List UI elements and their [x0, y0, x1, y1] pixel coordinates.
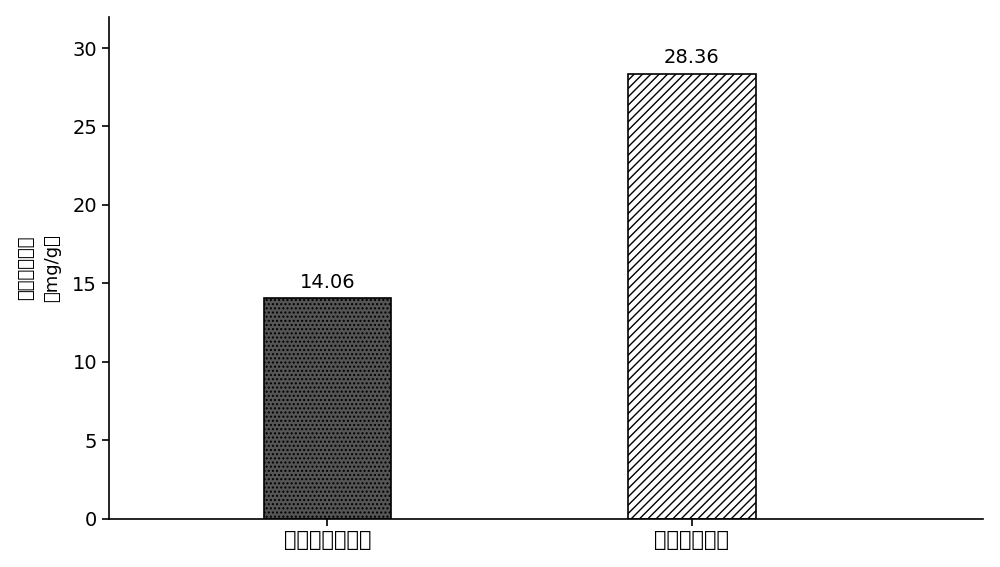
Text: 28.36: 28.36 — [664, 49, 720, 67]
Bar — [264, 298, 391, 519]
Y-axis label: 总花色苷含量
（mg/g）: 总花色苷含量 （mg/g） — [17, 234, 61, 302]
Text: 14.06: 14.06 — [300, 273, 355, 292]
Bar — [628, 74, 756, 519]
